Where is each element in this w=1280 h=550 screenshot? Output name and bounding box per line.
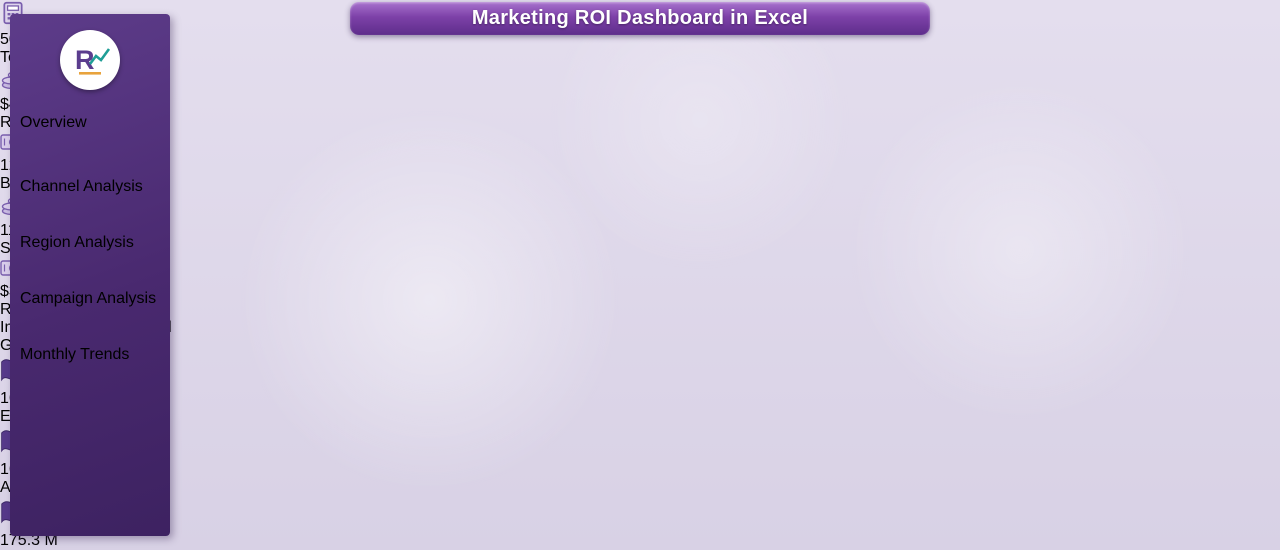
impressions-panel: Impressions by Channel Google Ads 164.0 M… (0, 319, 1280, 550)
impressions-value: 165.0 M (0, 461, 1280, 479)
impressions-row: Affiliate 175.3 M (0, 479, 1280, 550)
impressions-row: Google Ads 164.0 M (0, 337, 1280, 408)
kpi-value: 11.4M (0, 222, 1280, 240)
kpi-top: 11.4M (0, 193, 1280, 240)
sidebar: R Overview Channel Analysis Region Analysi… (10, 14, 170, 536)
impressions-row: Email 165.0 M (0, 408, 1280, 479)
kpi-label: Spend USD (0, 240, 1280, 258)
kpi-card-roi-usd: $395.6ROI USD (0, 258, 1280, 319)
sidebar-item-overview[interactable]: Overview (20, 114, 87, 131)
kpi-top: $406.9M (0, 67, 1280, 114)
impressions-title: Impressions by Channel (0, 319, 1280, 337)
impressions-category: Affiliate (0, 479, 1280, 497)
kpi-row: 500Total Campaigns$406.9MRevenue USD12.6… (0, 1, 1280, 319)
logo-letter: R (75, 45, 95, 75)
roi-logo: R (60, 30, 120, 90)
impressions-value: 164.0 M (0, 390, 1280, 408)
kpi-label: Total Campaigns (0, 49, 1280, 67)
roi-logo-graphic: R (75, 45, 111, 75)
sidebar-item-monthly-trends[interactable]: Monthly Trends (20, 346, 130, 363)
impressions-category: Email (0, 408, 1280, 426)
kpi-card-revenue-usd: $406.9MRevenue USD (0, 67, 1280, 132)
kpi-card-budget-usd: 12.6MBudget USD (0, 132, 1280, 193)
kpi-top: 12.6M (0, 132, 1280, 175)
impressions-category: Google Ads (0, 337, 1280, 355)
impressions-value: 175.3 M (0, 532, 58, 549)
sidebar-item-channel-analysis[interactable]: Channel Analysis (20, 178, 143, 195)
kpi-value: $395.6 (0, 283, 1280, 301)
sidebar-item-region-analysis[interactable]: Region Analysis (20, 234, 134, 251)
kpi-top: $395.6 (0, 258, 1280, 301)
kpi-value: $406.9M (0, 96, 1280, 114)
page-title-text: Marketing ROI Dashboard in Excel (471, 7, 809, 29)
kpi-label: Budget USD (0, 175, 1280, 193)
sidebar-item-campaign-analysis[interactable]: Campaign Analysis (20, 290, 157, 307)
kpi-value: 12.6M (0, 157, 1280, 175)
kpi-label: Revenue USD (0, 114, 1280, 132)
kpi-label: ROI USD (0, 301, 1280, 319)
impressions-rows: Google Ads 164.0 MEmail 165.0 MAffiliate 17… (0, 337, 1280, 550)
kpi-card-spend-usd: 11.4MSpend USD (0, 193, 1280, 258)
sidebar-nav: Overview Channel Analysis Region Analysis C… (20, 114, 160, 364)
page-title: Marketing ROI Dashboard in Excel (350, 2, 930, 35)
